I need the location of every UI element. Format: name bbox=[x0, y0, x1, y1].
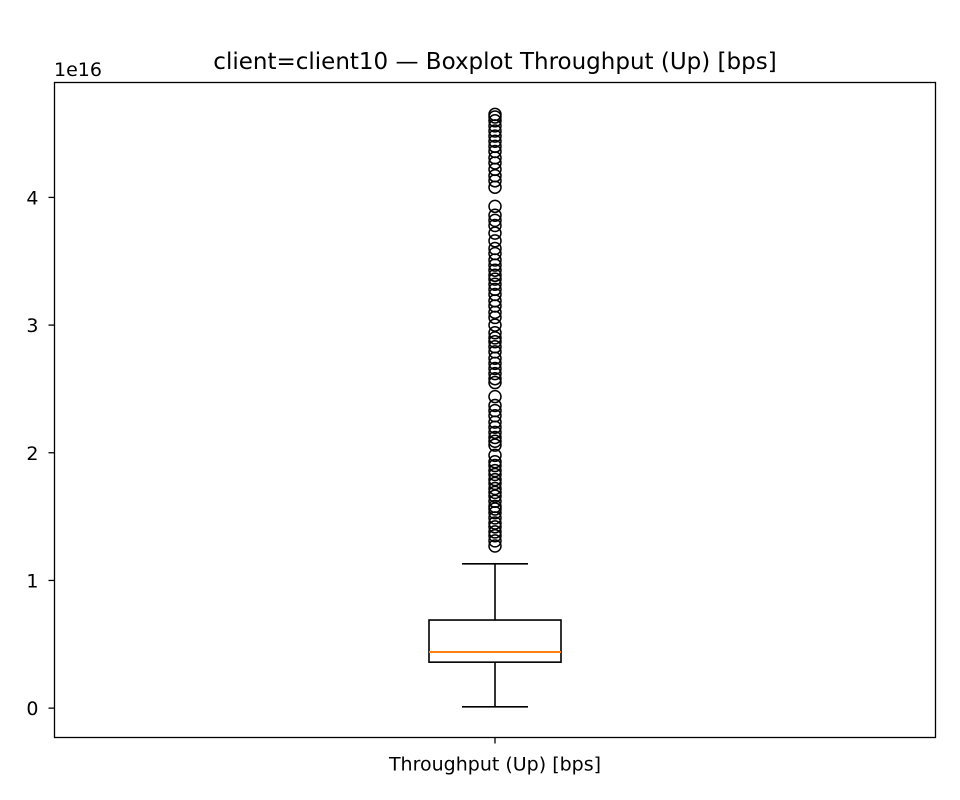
outlier-point bbox=[488, 408, 502, 423]
outlier-point bbox=[488, 326, 502, 340]
outlier-point bbox=[488, 168, 502, 183]
outlier-point bbox=[488, 345, 502, 359]
outlier-point bbox=[488, 199, 502, 214]
outlier-point bbox=[488, 268, 502, 283]
outlier-point bbox=[488, 107, 502, 122]
outlier-point bbox=[488, 472, 502, 487]
outlier-point bbox=[488, 389, 502, 404]
outlier-point bbox=[488, 129, 502, 143]
outlier-point bbox=[488, 208, 502, 223]
y-tick-label: 4 bbox=[26, 187, 38, 209]
outlier-point bbox=[488, 234, 502, 248]
outlier-point bbox=[488, 375, 502, 390]
outlier-point bbox=[488, 485, 502, 500]
outlier-point bbox=[488, 144, 502, 159]
outlier-point bbox=[488, 403, 502, 418]
outlier-point bbox=[488, 467, 502, 482]
outlier-point bbox=[488, 272, 502, 286]
outlier-point bbox=[488, 371, 502, 386]
outlier-point bbox=[488, 114, 502, 128]
y-tick-label: 1 bbox=[26, 570, 38, 592]
outlier-point bbox=[488, 282, 502, 297]
outlier-point bbox=[488, 218, 502, 233]
outlier-point bbox=[488, 246, 502, 261]
outlier-point bbox=[488, 499, 502, 514]
outlier-point bbox=[488, 476, 502, 491]
plot-area bbox=[428, 107, 562, 708]
outlier-point bbox=[488, 434, 502, 449]
outlier-point bbox=[488, 448, 502, 463]
y-axis: 0 1 2 3 4 bbox=[26, 187, 55, 720]
outlier-point bbox=[488, 529, 502, 543]
outlier-point bbox=[488, 334, 502, 349]
x-axis: Throughput (Up) [bps] bbox=[388, 737, 601, 776]
y-tick-label: 3 bbox=[26, 315, 38, 337]
outlier-point bbox=[488, 287, 502, 302]
outlier-point bbox=[488, 463, 502, 478]
outlier-point bbox=[488, 398, 502, 413]
outlier-point bbox=[488, 458, 502, 473]
outlier-point bbox=[488, 134, 502, 148]
outlier-point bbox=[488, 454, 502, 469]
outlier-point bbox=[488, 139, 502, 154]
outlier-point bbox=[488, 263, 502, 277]
y-tick-label: 0 bbox=[26, 698, 38, 720]
outlier-point bbox=[488, 489, 502, 503]
outlier-point bbox=[488, 520, 502, 534]
outlier-point bbox=[488, 124, 502, 138]
x-tick-label: Throughput (Up) [bps] bbox=[388, 754, 601, 776]
outlier-point bbox=[488, 516, 502, 530]
outlier-point bbox=[488, 241, 502, 256]
outlier-point bbox=[488, 430, 502, 445]
iqr-box bbox=[428, 619, 562, 663]
outlier-point bbox=[488, 494, 502, 509]
outlier-point bbox=[488, 331, 502, 345]
outlier-point bbox=[488, 277, 502, 291]
outlier-point bbox=[488, 366, 502, 381]
outlier-point bbox=[488, 361, 502, 376]
y-tick-label: 2 bbox=[26, 443, 38, 465]
outlier-point bbox=[488, 481, 502, 496]
outlier-point bbox=[488, 340, 502, 354]
y-axis-offset-label: 1e16 bbox=[54, 59, 102, 81]
outlier-point bbox=[488, 213, 502, 228]
chart-title: client=client10 — Boxplot Throughput (Up… bbox=[213, 49, 776, 75]
outlier-point bbox=[488, 318, 502, 332]
outlier-point bbox=[488, 438, 502, 452]
outlier-point bbox=[488, 539, 502, 553]
outlier-point bbox=[488, 226, 502, 240]
outlier-point bbox=[488, 425, 502, 440]
outlier-point bbox=[488, 534, 502, 548]
outlier-point bbox=[488, 525, 502, 539]
